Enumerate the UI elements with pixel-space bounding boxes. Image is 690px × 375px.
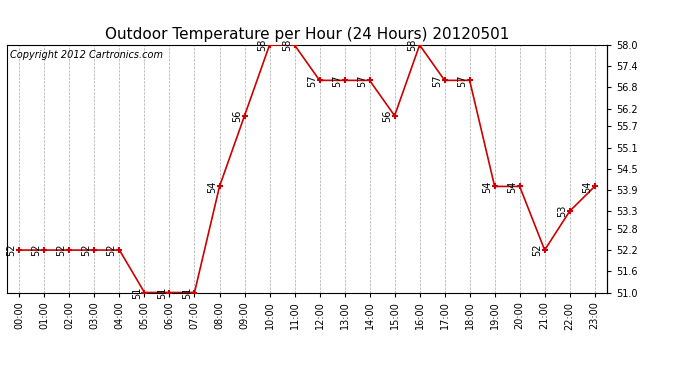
Text: 56: 56 [232, 110, 241, 122]
Text: 57: 57 [357, 74, 367, 87]
Text: 57: 57 [332, 74, 342, 87]
Text: 57: 57 [432, 74, 442, 87]
Text: 54: 54 [482, 180, 492, 193]
Text: 56: 56 [382, 110, 392, 122]
Text: 51: 51 [181, 286, 192, 299]
Text: 51: 51 [132, 286, 141, 299]
Text: 51: 51 [157, 286, 167, 299]
Text: 57: 57 [457, 74, 467, 87]
Text: 52: 52 [81, 244, 92, 256]
Text: 57: 57 [307, 74, 317, 87]
Text: 58: 58 [257, 39, 267, 51]
Text: 52: 52 [532, 244, 542, 256]
Text: 54: 54 [582, 180, 592, 193]
Text: Copyright 2012 Cartronics.com: Copyright 2012 Cartronics.com [10, 50, 163, 60]
Text: 54: 54 [507, 180, 517, 193]
Text: 58: 58 [407, 39, 417, 51]
Text: 52: 52 [7, 244, 17, 256]
Text: 53: 53 [557, 205, 567, 218]
Text: 52: 52 [32, 244, 41, 256]
Text: 52: 52 [107, 244, 117, 256]
Text: 58: 58 [282, 39, 292, 51]
Text: 54: 54 [207, 180, 217, 193]
Text: 52: 52 [57, 244, 67, 256]
Title: Outdoor Temperature per Hour (24 Hours) 20120501: Outdoor Temperature per Hour (24 Hours) … [105, 27, 509, 42]
